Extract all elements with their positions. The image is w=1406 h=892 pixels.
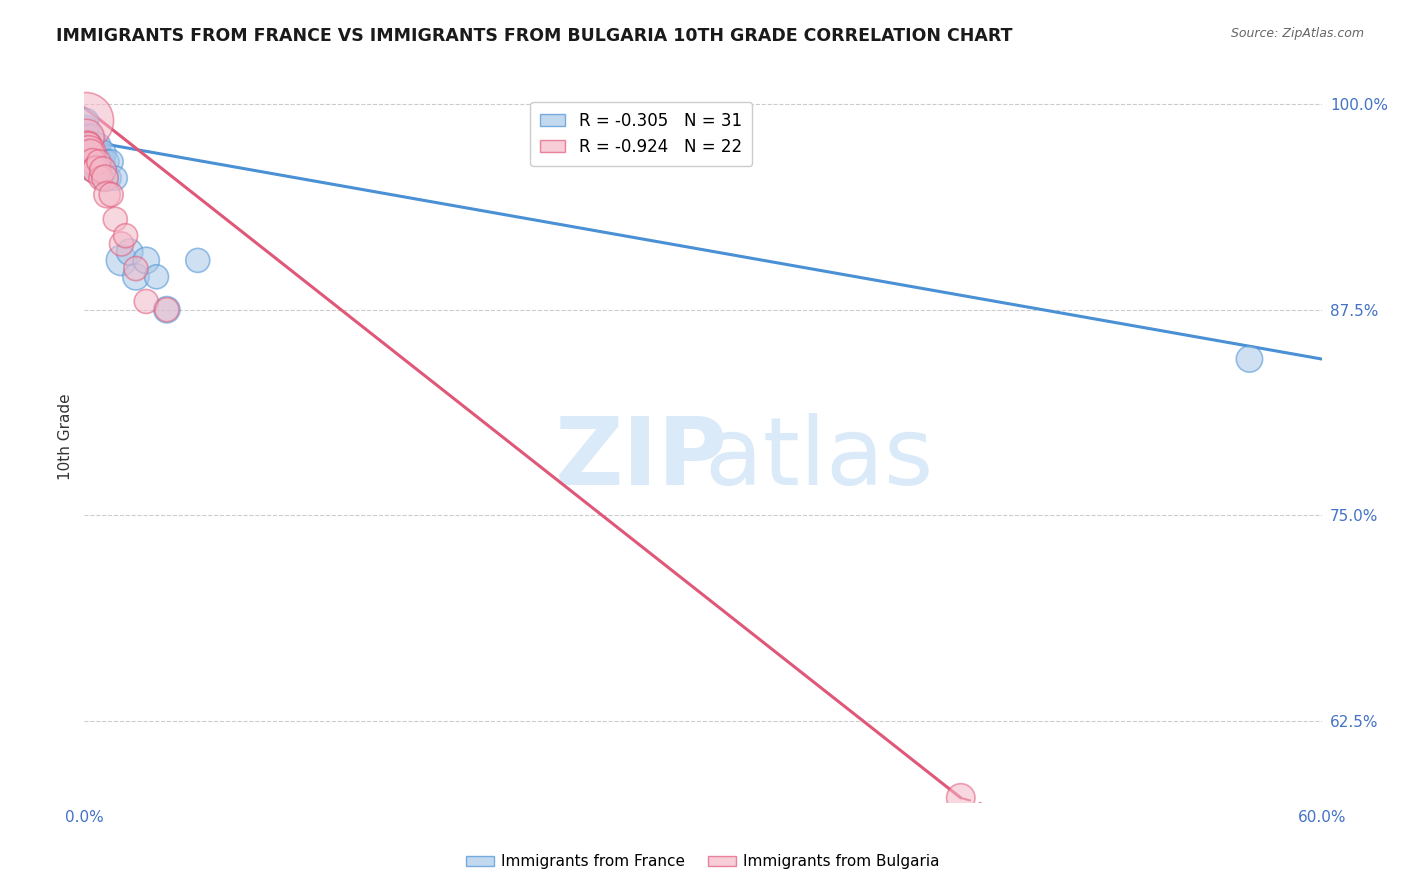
- Point: [75, 121, 97, 136]
- Point: [76, 138, 98, 153]
- Point: [156, 302, 179, 317]
- Text: Source: ZipAtlas.com: Source: ZipAtlas.com: [1230, 27, 1364, 40]
- Point: [135, 253, 157, 268]
- Point: [125, 261, 148, 276]
- Point: [100, 187, 122, 202]
- Point: [82, 154, 104, 169]
- Point: [110, 236, 132, 251]
- Point: [87, 138, 110, 153]
- Point: [114, 228, 136, 243]
- Point: [86, 146, 108, 161]
- Y-axis label: 10th Grade: 10th Grade: [58, 393, 73, 481]
- Point: [79, 130, 101, 145]
- Point: [77, 138, 100, 153]
- Legend: Immigrants from France, Immigrants from Bulgaria: Immigrants from France, Immigrants from …: [460, 848, 946, 875]
- Point: [135, 294, 157, 309]
- Point: [125, 269, 148, 284]
- Point: [77, 130, 100, 145]
- Point: [75, 113, 97, 128]
- Legend: R = -0.305   N = 31, R = -0.924   N = 22: R = -0.305 N = 31, R = -0.924 N = 22: [530, 102, 752, 166]
- Point: [77, 146, 100, 161]
- Text: IMMIGRANTS FROM FRANCE VS IMMIGRANTS FROM BULGARIA 10TH GRADE CORRELATION CHART: IMMIGRANTS FROM FRANCE VS IMMIGRANTS FRO…: [56, 27, 1012, 45]
- Point: [75, 113, 97, 128]
- Point: [98, 171, 121, 186]
- Point: [86, 154, 108, 169]
- Point: [104, 171, 127, 186]
- Point: [100, 154, 122, 169]
- Point: [86, 163, 108, 178]
- Point: [713, 138, 735, 153]
- Point: [87, 163, 110, 178]
- Point: [96, 187, 118, 202]
- Point: [91, 163, 114, 178]
- Point: [118, 245, 141, 260]
- Point: [90, 171, 112, 186]
- Point: [187, 253, 209, 268]
- Point: [94, 171, 117, 186]
- Point: [83, 154, 105, 169]
- Point: [91, 146, 114, 161]
- Point: [94, 171, 117, 186]
- Point: [145, 269, 167, 284]
- Point: [79, 146, 101, 161]
- Point: [96, 154, 118, 169]
- Point: [75, 130, 97, 145]
- Point: [87, 154, 110, 169]
- Point: [156, 302, 179, 317]
- Point: [79, 138, 101, 153]
- Point: [83, 138, 105, 153]
- Point: [76, 138, 98, 153]
- Point: [104, 212, 127, 227]
- Text: atlas: atlas: [554, 413, 932, 505]
- Point: [82, 146, 104, 161]
- Point: [90, 154, 112, 169]
- Point: [82, 154, 104, 169]
- Point: [77, 138, 100, 153]
- Point: [83, 163, 105, 178]
- Text: ZIP: ZIP: [554, 413, 727, 505]
- Point: [1239, 351, 1261, 366]
- Point: [110, 253, 132, 268]
- Point: [949, 790, 972, 805]
